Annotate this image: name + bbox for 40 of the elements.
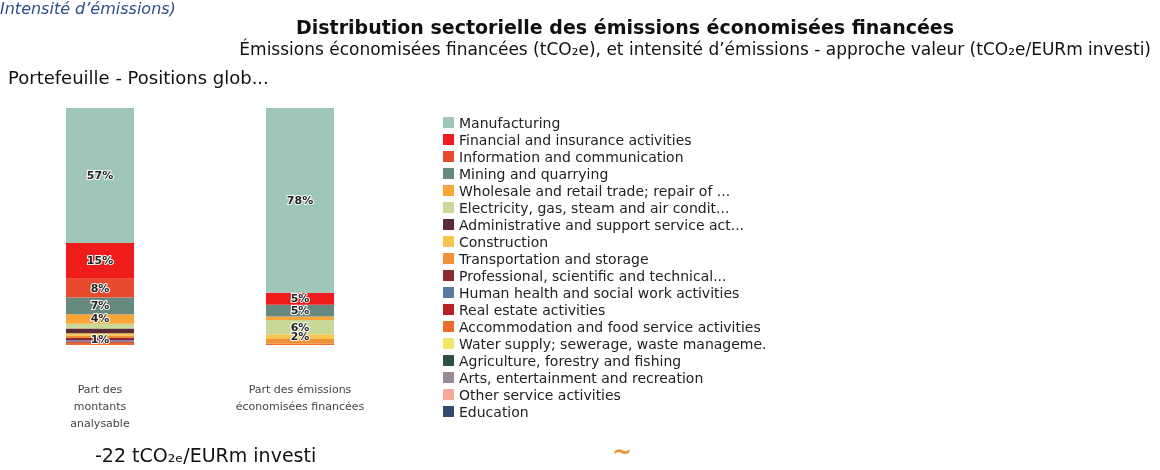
legend-label: Wholesale and retail trade; repair of ... (459, 182, 731, 199)
data-label: 7% (90, 299, 110, 313)
legend-label: Real estate activities (459, 301, 606, 318)
legend-label: Transportation and storage (458, 250, 649, 267)
legend-label: Agriculture, forestry and fishing (459, 352, 682, 369)
legend-label: Information and communication (459, 148, 684, 165)
legend-label: Water supply; sewerage, waste manageme. (459, 335, 767, 352)
bar (266, 339, 334, 344)
legend-label: Human health and social work activities (459, 284, 740, 301)
text: ~ (612, 438, 633, 466)
text: Portefeuille - Positions glob... (8, 66, 269, 88)
text: Intensité d’émissions) (0, 0, 176, 18)
legend-label: Professional, scientific and technical... (459, 267, 727, 284)
legend-label: Financial and insurance activities (459, 131, 692, 148)
legend-label: Other service activities (459, 386, 621, 403)
data-label: 4% (90, 312, 110, 326)
legend-label: Education (459, 403, 529, 420)
data-label: 8% (90, 281, 110, 295)
bar (266, 108, 334, 293)
data-label: 5% (290, 304, 310, 318)
bar (66, 108, 134, 244)
text: -22 tCO₂ₑ/EURm investi (95, 443, 317, 466)
data-label: 78% (286, 193, 314, 207)
text: Émissions économisées financées (tCO₂e), et intensité d’émissions - approche valeur (tCO₂e/EURm investi) (239, 37, 1152, 59)
data-label: 57% (86, 169, 114, 183)
bar (66, 328, 134, 334)
data-label: 5% (290, 292, 310, 306)
legend-label: Arts, entertainment and recreation (459, 369, 704, 386)
legend-label: Electricity, gas, steam and air condit... (459, 199, 730, 216)
legend-label: Administrative and support service act... (459, 216, 745, 233)
legend-label: Construction (459, 233, 549, 250)
legend-label: Manufacturing (459, 114, 561, 131)
data-label: 1% (90, 332, 110, 346)
bar (66, 243, 134, 279)
data-label: 15% (86, 254, 114, 268)
x-tick-label: Part des émissions économisées financées (235, 383, 365, 413)
x-tick-label: Part des montants analysable (70, 383, 130, 430)
legend-label: Accommodation and food service activities (459, 318, 761, 335)
legend-label: Mining and quarrying (459, 165, 609, 182)
text: Distribution sectorielle des émissions économisées financées (295, 15, 955, 38)
